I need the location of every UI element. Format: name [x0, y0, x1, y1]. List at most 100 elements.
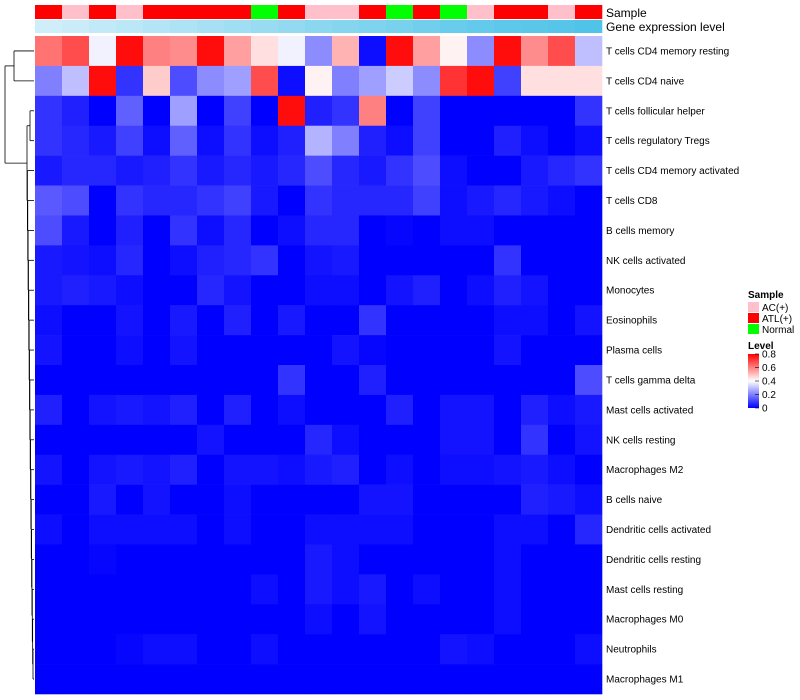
heatmap-cell — [467, 36, 495, 67]
heatmap-cell — [116, 275, 144, 306]
heatmap-cell — [521, 365, 549, 396]
heatmap-cell — [170, 36, 198, 67]
heatmap-cell — [62, 125, 90, 156]
expression-annotation-cell — [251, 20, 279, 33]
heatmap-cell — [332, 664, 360, 695]
row-labels: T cells CD4 memory resting T cells CD4 na… — [606, 46, 739, 685]
heatmap-cell — [467, 275, 495, 306]
heatmap-cell — [575, 514, 603, 545]
heatmap-cell — [89, 335, 117, 366]
heatmap-cell — [548, 65, 576, 97]
heatmap-cell — [494, 245, 522, 276]
heatmap-cell — [386, 95, 414, 127]
heatmap-cell — [548, 36, 576, 67]
heatmap-cell — [521, 484, 549, 515]
row-label: Dendritic cells resting — [606, 555, 701, 566]
heatmap-cell — [224, 335, 252, 366]
heatmap-cell — [467, 604, 495, 635]
row-label: B cells naive — [606, 495, 663, 506]
heatmap-cell — [224, 305, 252, 336]
legend-tick-label: 0.2 — [762, 390, 776, 401]
heatmap-cell — [143, 424, 171, 456]
expression-annotation-cell — [62, 20, 90, 33]
heatmap-cell — [575, 664, 603, 695]
heatmap-cell — [143, 305, 171, 336]
heatmap-cell — [35, 215, 63, 246]
expression-annotation-cell — [332, 20, 360, 33]
heatmap-cell — [521, 36, 549, 67]
heatmap-cell — [170, 125, 198, 156]
expression-annotation-cell — [197, 20, 225, 33]
heatmap-cell — [197, 155, 225, 186]
heatmap-cell — [548, 454, 576, 485]
sample-annotation-cell — [494, 5, 522, 19]
heatmap-cell — [143, 155, 171, 186]
heatmap-cell — [197, 604, 225, 635]
heatmap-cell — [440, 424, 468, 456]
heatmap-cell — [413, 514, 441, 545]
heatmap-cell — [548, 185, 576, 216]
heatmap-cell — [521, 65, 549, 97]
heatmap-cell — [467, 95, 495, 127]
heatmap-cell — [575, 95, 603, 127]
heatmap-cell — [224, 424, 252, 456]
heatmap-cell — [386, 245, 414, 276]
expression-annotation-cell — [548, 20, 576, 33]
heatmap-cell — [224, 125, 252, 156]
heatmap-cell — [386, 634, 414, 665]
heatmap-cell — [170, 305, 198, 336]
heatmap-cell — [35, 484, 63, 515]
heatmap-cell — [386, 454, 414, 485]
heatmap-cell — [575, 65, 603, 97]
legend-swatch-atl — [748, 313, 759, 323]
heatmap-cell — [332, 424, 360, 456]
heatmap-cell — [413, 484, 441, 515]
heatmap-cell — [278, 574, 306, 605]
heatmap-cell — [62, 365, 90, 396]
heatmap-cell — [494, 65, 522, 97]
heatmap-cell — [494, 394, 522, 426]
heatmap-cell — [170, 664, 198, 695]
heatmap-cell — [170, 365, 198, 396]
heatmap-cell — [575, 245, 603, 276]
heatmap-cell — [575, 305, 603, 336]
expression-annotation-cell — [494, 20, 522, 33]
heatmap-cell — [278, 245, 306, 276]
heatmap-cell — [440, 36, 468, 67]
heatmap-cell — [197, 424, 225, 456]
heatmap-cell — [305, 335, 333, 366]
heatmap-cell — [224, 245, 252, 276]
expression-annotation-cell — [359, 20, 387, 33]
heatmap-cell — [332, 275, 360, 306]
sample-annotation-cell — [548, 5, 576, 19]
heatmap-cell — [170, 604, 198, 635]
heatmap-cell — [197, 454, 225, 485]
heatmap-cell — [197, 335, 225, 366]
heatmap-cell — [440, 604, 468, 635]
heatmap-cell — [494, 95, 522, 127]
heatmap-cell — [251, 245, 279, 276]
heatmap-cell — [521, 335, 549, 366]
heatmap-cell — [521, 574, 549, 605]
heatmap-cell — [116, 634, 144, 665]
heatmap-cell — [467, 335, 495, 366]
heatmap-cell — [251, 514, 279, 545]
heatmap-cell — [359, 424, 387, 456]
heatmap-cell — [143, 215, 171, 246]
row-label: Macrophages M0 — [606, 615, 684, 626]
heatmap-cell — [467, 394, 495, 426]
row-label: Mast cells activated — [606, 405, 693, 416]
heatmap-cell — [278, 275, 306, 306]
expression-annotation-cell — [413, 20, 441, 33]
heatmap-cell — [170, 335, 198, 366]
heatmap-cell — [413, 245, 441, 276]
heatmap-cell — [332, 245, 360, 276]
heatmap-cell — [413, 155, 441, 186]
expression-annotation-cell — [440, 20, 468, 33]
sample-annotation-cell — [116, 5, 144, 19]
legend-swatch-ac — [748, 302, 759, 312]
heatmap-cell — [332, 215, 360, 246]
heatmap-cell — [305, 305, 333, 336]
heatmap-cell — [35, 95, 63, 127]
heatmap-cell — [467, 574, 495, 605]
